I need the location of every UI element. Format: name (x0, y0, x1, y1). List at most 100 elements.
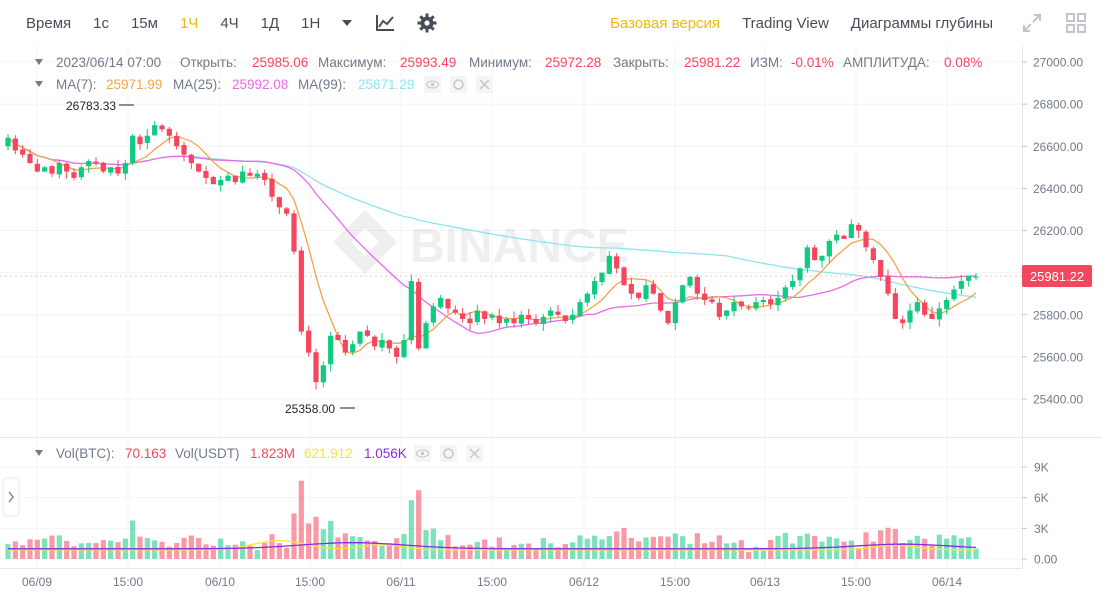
candle-body (438, 297, 444, 308)
tf-1s[interactable]: 1с (93, 14, 109, 32)
ohlc-legend: 2023/06/14 07:00 Открыть: 25985.06 Макси… (35, 55, 982, 70)
candle-body (958, 281, 964, 289)
candle-body (533, 318, 539, 324)
volume-bar (86, 542, 92, 559)
volume-bar (298, 480, 304, 559)
volume-bar (364, 540, 370, 559)
candle-body (724, 310, 730, 316)
volume-bar (885, 527, 891, 559)
settings-icon[interactable] (440, 445, 457, 462)
gear-icon[interactable] (417, 13, 437, 33)
volume-bar (423, 530, 429, 559)
svg-text:Закрыть:: Закрыть: (613, 55, 669, 70)
volume-bar (306, 523, 312, 559)
volume-bar (379, 545, 385, 559)
chevron-down-icon[interactable] (341, 19, 353, 27)
tf-1w[interactable]: 1Н (301, 14, 321, 32)
volume-bar (687, 543, 693, 559)
candle-body (416, 281, 422, 349)
svg-text:26783.33: 26783.33 (66, 99, 116, 113)
candle-body (460, 313, 466, 319)
candle-body (306, 330, 312, 353)
candle-body (672, 302, 678, 324)
volume-bar (115, 542, 121, 559)
indicator-icon[interactable] (375, 14, 395, 32)
candle-body (738, 301, 744, 307)
volume-bar (562, 544, 568, 559)
close-icon[interactable] (476, 76, 493, 93)
candle-body (643, 285, 649, 300)
eye-icon[interactable] (424, 76, 441, 93)
tf-1d[interactable]: 1Д (260, 14, 280, 32)
price-tick-label: 25600.00 (1033, 350, 1083, 364)
candle-body (467, 318, 473, 324)
volume-bar (408, 500, 414, 559)
candle-body (841, 235, 847, 239)
candle-body (335, 334, 341, 341)
volume-bar (650, 536, 656, 559)
svg-text:MA(7):: MA(7): (56, 77, 97, 92)
candle-body (922, 302, 928, 315)
tab-depth[interactable]: Диаграммы глубины (850, 14, 993, 32)
volume-bar (518, 543, 524, 559)
collapse-triangle-icon[interactable] (35, 450, 43, 456)
fullscreen-icon[interactable] (1022, 13, 1042, 33)
volume-bar (20, 545, 26, 559)
candle-body (606, 255, 612, 274)
candle-body (878, 260, 884, 277)
volume-bar (614, 531, 620, 559)
tf-1h[interactable]: 1Ч (179, 14, 199, 32)
candlestick-chart[interactable]: BINANCE 27000.00 26800.00 26600.00 26400.00… (0, 46, 1102, 597)
close-icon[interactable] (466, 445, 483, 462)
candle-body (174, 136, 180, 147)
svg-text:0.08%: 0.08% (944, 55, 982, 70)
candle-body (34, 163, 40, 172)
volume-bar (137, 536, 143, 559)
collapse-triangle-icon[interactable] (35, 81, 43, 87)
candle-body (680, 285, 686, 303)
candle-body (716, 302, 722, 317)
candle-body (254, 173, 260, 177)
candle-body (144, 135, 150, 143)
candle-body (636, 292, 642, 298)
settings-icon[interactable] (450, 76, 467, 93)
high-marker: 26783.33 (66, 99, 134, 113)
volume-bar (724, 543, 730, 559)
chart-area[interactable]: BINANCE 27000.00 26800.00 26600.00 26400.00… (0, 46, 1102, 597)
volume-bar (702, 543, 708, 559)
candle-body (372, 336, 378, 347)
expand-panel-handle[interactable] (2, 477, 20, 517)
volume-bar (452, 546, 458, 559)
volume-legend: Vol(BTC): 70.163 Vol(USDT) 1.823M 621.91… (35, 445, 483, 462)
price-tick-label: 26600.00 (1033, 140, 1083, 154)
volume-bar (870, 541, 876, 559)
price-tick-label: 26400.00 (1033, 182, 1083, 196)
volume-tick-label: 6K (1034, 491, 1049, 505)
volume-bar (210, 545, 216, 559)
grid-layout-icon[interactable] (1066, 13, 1086, 33)
volume-bar (746, 551, 752, 559)
candle-body (599, 272, 605, 283)
tf-15m[interactable]: 15м (130, 14, 158, 32)
collapse-triangle-icon[interactable] (35, 59, 43, 65)
volume-bar (973, 548, 979, 559)
tf-4h[interactable]: 4Ч (220, 14, 239, 32)
candle-body (863, 231, 869, 248)
svg-text:25358.00: 25358.00 (285, 402, 335, 416)
volume-bar (460, 545, 466, 559)
volume-bar (856, 547, 862, 559)
tab-basic[interactable]: Базовая версия (610, 14, 721, 32)
candle-body (137, 136, 143, 145)
candle-body (152, 125, 158, 136)
candle-body (914, 302, 920, 312)
svg-text:1.823M: 1.823M (250, 446, 295, 461)
time-label[interactable]: Время (26, 14, 72, 32)
svg-text:MA(25):: MA(25): (173, 77, 221, 92)
volume-bar (753, 546, 759, 559)
volume-bar (907, 539, 913, 559)
candle-body (188, 154, 194, 164)
candle-body (408, 281, 414, 341)
eye-icon[interactable] (414, 445, 431, 462)
tab-tradingview[interactable]: Trading View (742, 14, 829, 32)
candle-body (951, 289, 957, 300)
